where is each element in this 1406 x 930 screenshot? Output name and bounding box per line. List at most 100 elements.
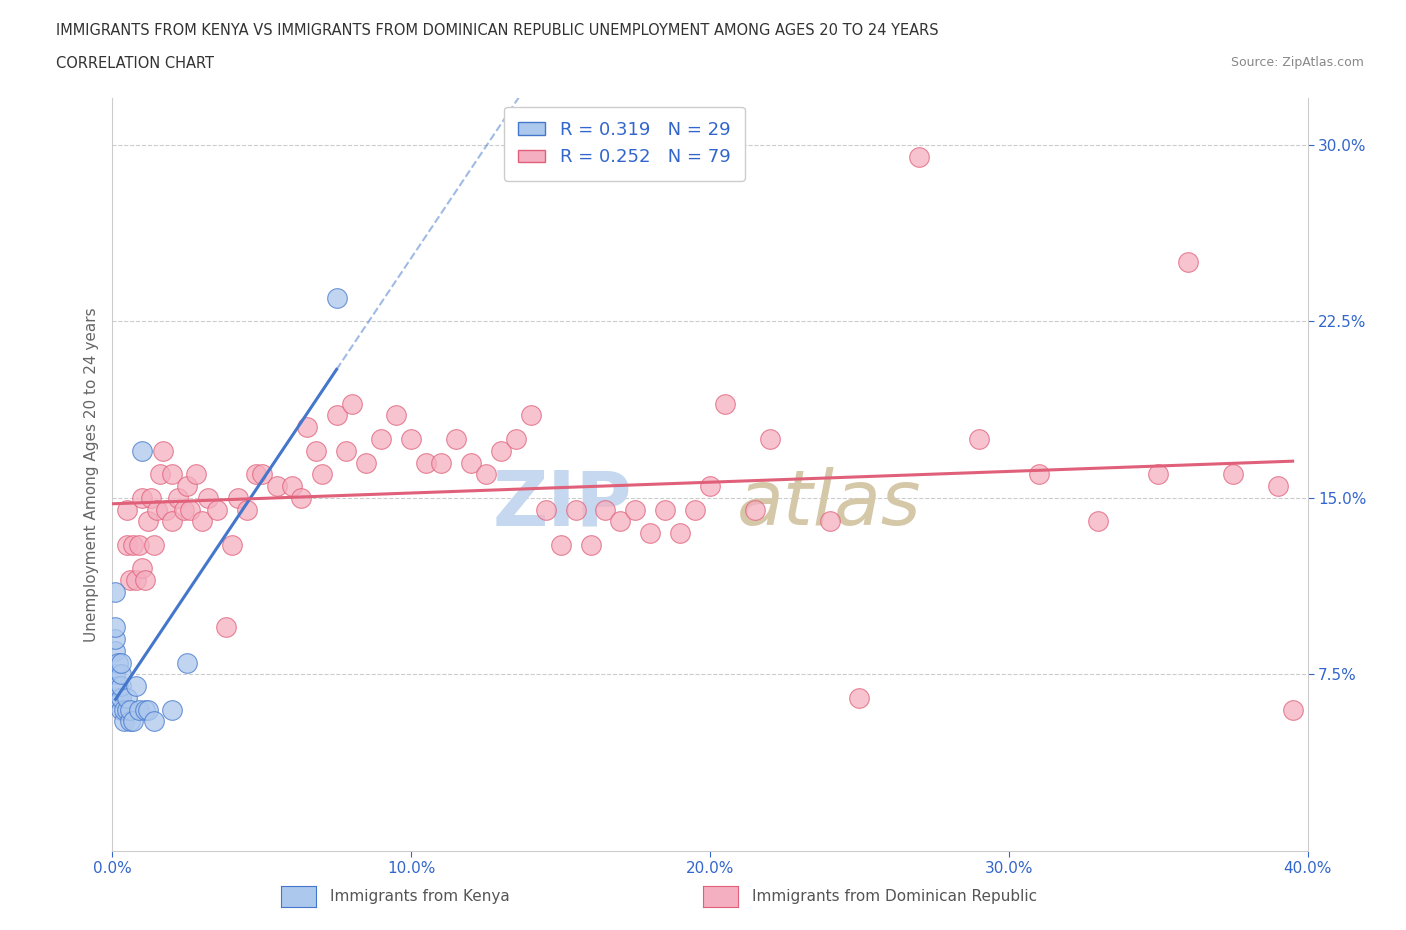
Text: atlas: atlas: [737, 468, 922, 541]
Point: [1222, 467, 1244, 482]
Point: [370, 432, 392, 446]
Point: [205, 502, 228, 517]
Point: [250, 467, 273, 482]
Point: [104, 631, 127, 646]
Point: [325, 408, 347, 423]
Point: [489, 444, 512, 458]
Point: [908, 149, 931, 164]
Point: [818, 514, 841, 529]
Point: [505, 432, 527, 446]
Point: [107, 656, 129, 671]
Text: Immigrants from Dominican Republic: Immigrants from Dominican Republic: [752, 889, 1038, 904]
Point: [110, 679, 132, 694]
Point: [125, 573, 148, 588]
Point: [107, 690, 129, 705]
Text: ZIP: ZIP: [494, 468, 633, 541]
Point: [114, 702, 135, 717]
Point: [122, 714, 145, 729]
Point: [110, 667, 132, 682]
Point: [134, 702, 156, 717]
Point: [117, 502, 139, 517]
Point: [640, 525, 662, 540]
Point: [131, 444, 153, 458]
Text: Source: ZipAtlas.com: Source: ZipAtlas.com: [1230, 56, 1364, 69]
Point: [143, 714, 166, 729]
Point: [138, 702, 160, 717]
Point: [155, 502, 177, 517]
Point: [335, 444, 357, 458]
Point: [356, 455, 378, 470]
Point: [624, 502, 647, 517]
Point: [191, 514, 214, 529]
Point: [146, 502, 169, 517]
Point: [460, 455, 482, 470]
Point: [110, 656, 132, 671]
Point: [122, 538, 145, 552]
Point: [325, 290, 347, 305]
Point: [759, 432, 782, 446]
Point: [162, 514, 183, 529]
Point: [117, 702, 139, 717]
Point: [114, 714, 135, 729]
Point: [110, 702, 132, 717]
Point: [104, 620, 127, 635]
Point: [305, 444, 328, 458]
Point: [311, 467, 333, 482]
Point: [444, 432, 467, 446]
Point: [186, 467, 208, 482]
Point: [120, 702, 142, 717]
Point: [107, 679, 129, 694]
Point: [266, 479, 288, 494]
Point: [117, 690, 139, 705]
Point: [475, 467, 498, 482]
Point: [120, 714, 142, 729]
Point: [152, 444, 174, 458]
Point: [110, 690, 132, 705]
Point: [744, 502, 766, 517]
Point: [134, 573, 156, 588]
Point: [1281, 702, 1303, 717]
Point: [236, 502, 259, 517]
Point: [197, 490, 219, 505]
Point: [221, 538, 243, 552]
Point: [534, 502, 557, 517]
Point: [104, 585, 127, 600]
Point: [669, 525, 692, 540]
Text: IMMIGRANTS FROM KENYA VS IMMIGRANTS FROM DOMINICAN REPUBLIC UNEMPLOYMENT AMONG A: IMMIGRANTS FROM KENYA VS IMMIGRANTS FROM…: [56, 23, 939, 38]
Point: [609, 514, 631, 529]
Point: [104, 644, 127, 658]
Point: [104, 667, 127, 682]
Point: [128, 702, 150, 717]
Point: [848, 690, 870, 705]
Point: [579, 538, 602, 552]
Point: [215, 620, 238, 635]
Point: [131, 561, 153, 576]
Point: [149, 467, 172, 482]
Point: [290, 490, 312, 505]
Legend: R = 0.319   N = 29, R = 0.252   N = 79: R = 0.319 N = 29, R = 0.252 N = 79: [503, 107, 745, 180]
Point: [141, 490, 163, 505]
Point: [281, 479, 304, 494]
Point: [173, 502, 195, 517]
Point: [1267, 479, 1289, 494]
Point: [120, 573, 142, 588]
Point: [683, 502, 706, 517]
Point: [179, 502, 201, 517]
Point: [131, 490, 153, 505]
Point: [1177, 255, 1199, 270]
Point: [401, 432, 423, 446]
Point: [564, 502, 586, 517]
Point: [226, 490, 249, 505]
Point: [430, 455, 453, 470]
Point: [1028, 467, 1050, 482]
Point: [162, 702, 183, 717]
Point: [162, 467, 183, 482]
Point: [176, 656, 198, 671]
Point: [699, 479, 721, 494]
Point: [138, 514, 160, 529]
Point: [714, 396, 737, 411]
Point: [128, 538, 150, 552]
Point: [967, 432, 990, 446]
Text: Immigrants from Kenya: Immigrants from Kenya: [330, 889, 510, 904]
Point: [385, 408, 408, 423]
